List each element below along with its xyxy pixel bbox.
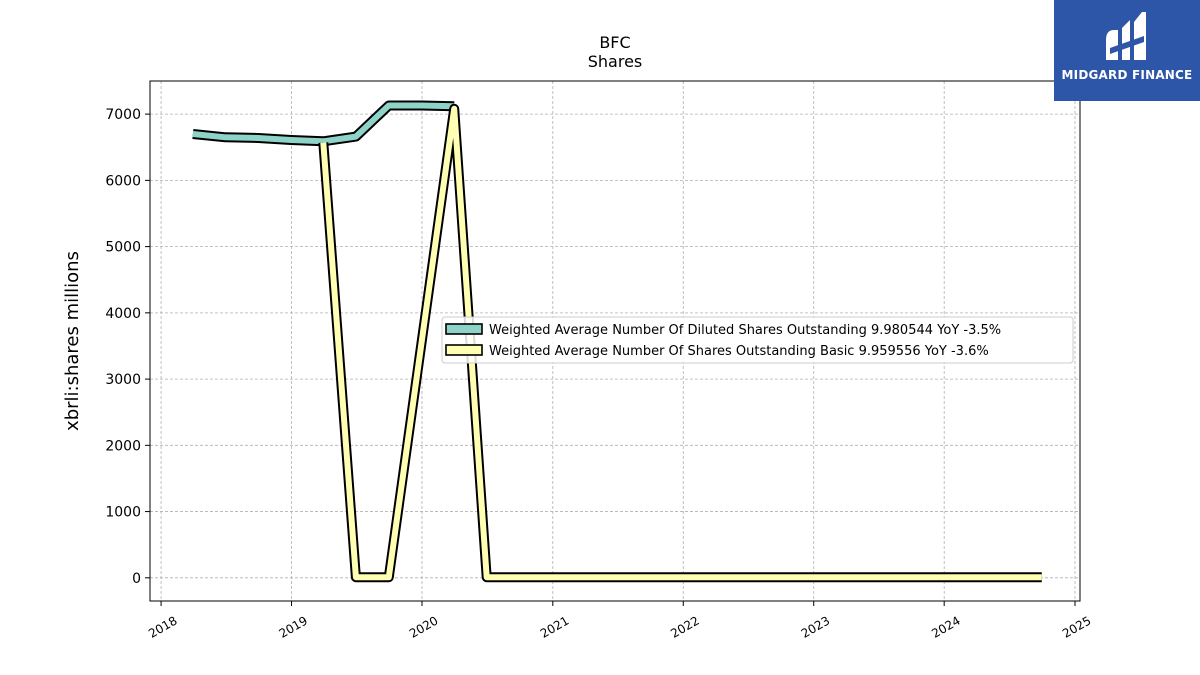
y-tick-label: 6000 (105, 173, 141, 189)
series-1-line (320, 105, 1042, 581)
x-tick-label: 2024 (929, 613, 962, 640)
x-tick-label: 2020 (407, 613, 440, 640)
y-tick-label: 5000 (105, 240, 141, 256)
x-tick-label: 2018 (146, 613, 179, 640)
y-tick-label: 4000 (105, 306, 141, 322)
y-tick-label: 2000 (105, 438, 141, 454)
legend-label: Weighted Average Number Of Diluted Share… (489, 323, 1001, 338)
x-tick-label: 2023 (799, 613, 832, 640)
plot-area-frame (149, 80, 1081, 602)
y-tick-label: 3000 (105, 372, 141, 388)
series-0-line (192, 102, 455, 145)
chart-title: BFC (599, 33, 630, 52)
legend: Weighted Average Number Of Diluted Share… (441, 316, 1074, 364)
series-lines (192, 100, 1042, 583)
midgard-finance-logo: MIDGARD FINANCE (1054, 0, 1200, 101)
y-tick-label: 0 (132, 571, 141, 587)
x-tick-label: 2025 (1060, 613, 1093, 640)
x-tick-label: 2019 (277, 613, 310, 640)
y-tick-label: 7000 (105, 107, 141, 123)
x-tick-label: 2021 (538, 613, 571, 640)
y-axis-label: xbrli:shares millions (62, 251, 83, 431)
legend-label: Weighted Average Number Of Shares Outsta… (489, 344, 989, 359)
y-tick-label: 1000 (105, 505, 141, 521)
x-tick-label: 2022 (668, 613, 701, 640)
logo-text: MIDGARD FINANCE (1061, 68, 1193, 82)
legend-swatch (445, 323, 483, 335)
legend-box (441, 316, 1074, 364)
x-axis: 2018 2019 2020 2021 2022 2023 2024 2025 (146, 601, 1093, 641)
legend-swatch (445, 344, 483, 356)
y-axis: 0 1000 2000 3000 4000 5000 6000 7000 (105, 107, 150, 587)
logo-mark-icon (1106, 12, 1146, 60)
chart-subtitle: Shares (588, 52, 643, 71)
